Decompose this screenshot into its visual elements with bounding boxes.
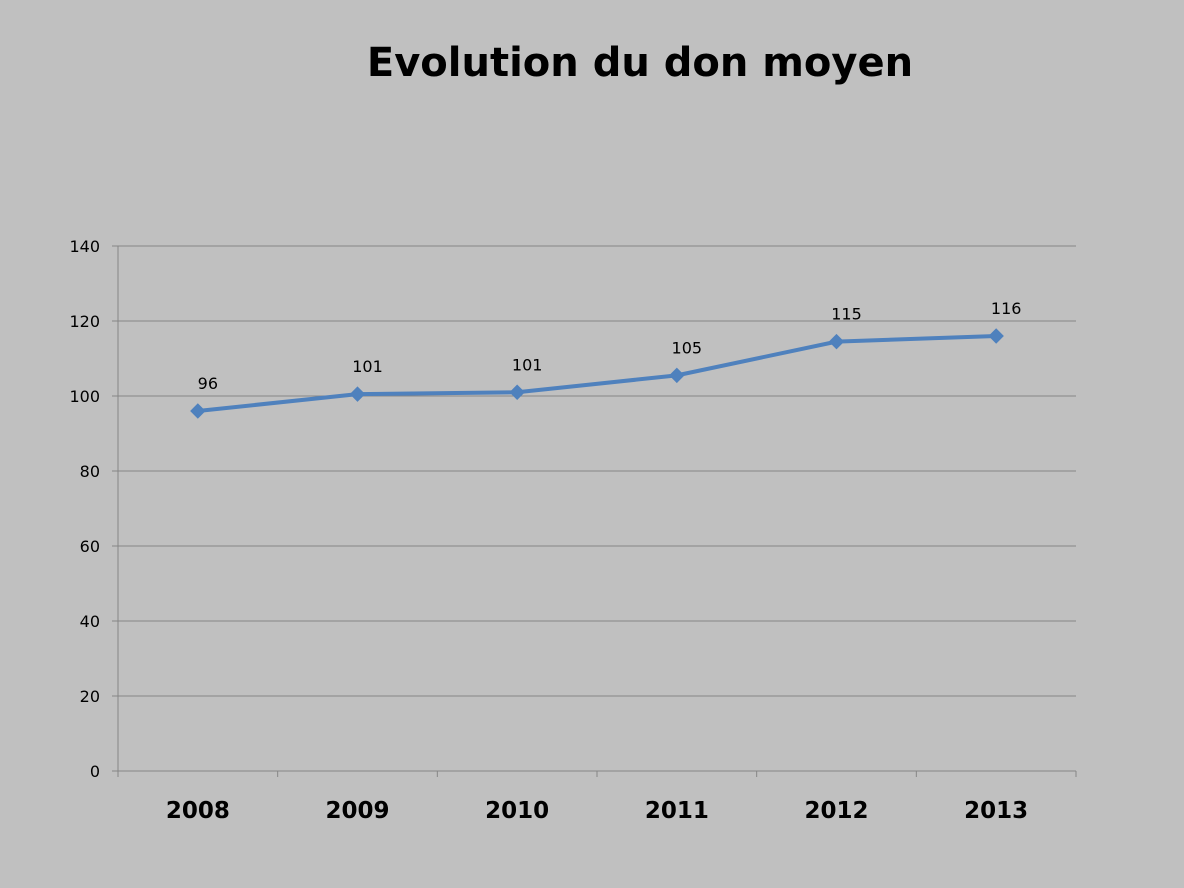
- gridlines: [118, 245, 1076, 697]
- series-line: [197, 334, 997, 413]
- data-labels: 96 101 101 105 115 116: [198, 299, 1022, 393]
- series-group: [190, 328, 1004, 419]
- y-tick-label: 20: [80, 687, 100, 706]
- x-tick-label: 2013: [964, 798, 1028, 824]
- y-tick-label: 100: [69, 387, 100, 406]
- x-tick-label: 2008: [166, 798, 230, 824]
- y-axis-ticks: 0 20 40 60 80 100 120 140: [69, 237, 118, 781]
- data-point-marker: [190, 403, 206, 419]
- data-point-marker: [669, 367, 685, 384]
- data-label: 96: [198, 374, 218, 393]
- data-point-marker: [988, 328, 1004, 344]
- x-axis-ticks: 2008 2009 2010 2011 2012 2013: [117, 771, 1077, 824]
- y-tick-label: 140: [69, 237, 100, 256]
- data-label: 116: [991, 299, 1022, 318]
- data-label: 101: [512, 355, 543, 374]
- data-label: 101: [352, 357, 383, 376]
- y-tick-label: 80: [80, 462, 100, 481]
- chart-title: Evolution du don moyen: [367, 40, 913, 86]
- y-tick-label: 40: [80, 612, 100, 631]
- data-label: 115: [831, 305, 862, 324]
- data-point-marker: [828, 333, 845, 350]
- y-tick-label: 120: [69, 312, 100, 331]
- x-tick-label: 2009: [325, 798, 389, 824]
- data-label: 105: [672, 338, 703, 357]
- x-tick-label: 2010: [485, 798, 549, 824]
- y-tick-label: 60: [80, 537, 100, 556]
- x-tick-label: 2011: [645, 798, 709, 824]
- y-tick-label: 0: [90, 762, 100, 781]
- x-tick-label: 2012: [804, 798, 868, 824]
- data-point-marker: [349, 386, 366, 402]
- axes: [117, 246, 1076, 772]
- data-point-marker: [509, 384, 525, 400]
